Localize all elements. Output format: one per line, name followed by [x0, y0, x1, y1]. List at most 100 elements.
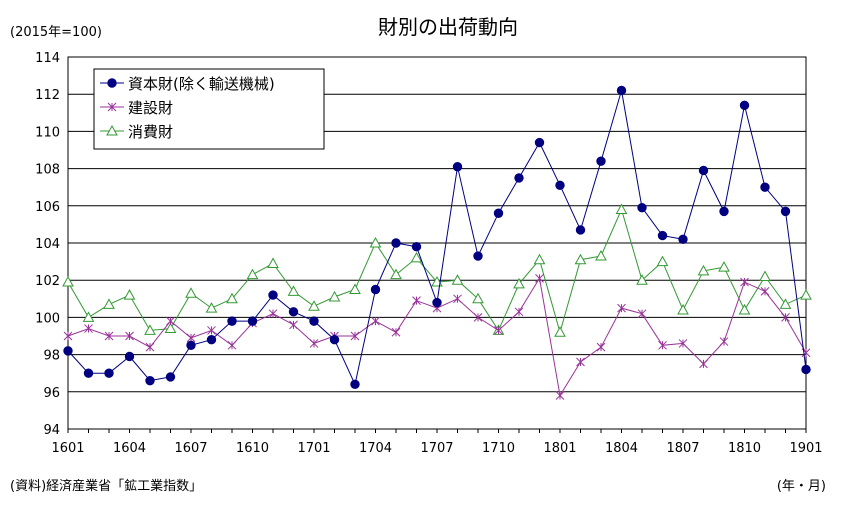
data-point	[370, 284, 381, 295]
data-point	[801, 364, 811, 375]
data-point	[206, 335, 217, 345]
y-tick-label: 110	[35, 125, 60, 140]
y-tick-label: 98	[43, 349, 60, 364]
gridlines	[68, 93, 806, 393]
data-point	[514, 307, 524, 317]
data-point	[738, 303, 751, 315]
data-point	[104, 331, 114, 341]
data-point	[678, 234, 688, 244]
y-tick-label: 94	[43, 423, 60, 438]
data-point	[760, 287, 770, 296]
x-tick-label: 1710	[482, 441, 515, 456]
y-tick-label: 108	[35, 163, 60, 178]
data-point	[309, 339, 319, 348]
data-point	[63, 346, 73, 356]
data-point	[289, 320, 298, 330]
data-point	[165, 372, 176, 382]
series-2	[63, 273, 811, 400]
data-point	[637, 309, 647, 319]
data-point	[699, 359, 708, 369]
x-tick-label: 1601	[51, 441, 84, 456]
y-tick-label: 96	[43, 386, 60, 401]
data-point	[473, 313, 483, 322]
data-point	[452, 162, 463, 172]
data-point	[390, 268, 402, 280]
data-point	[164, 322, 177, 334]
data-point	[145, 375, 155, 386]
data-point	[719, 206, 729, 217]
data-point	[493, 208, 504, 218]
data-point	[350, 379, 360, 390]
data-point	[533, 253, 546, 265]
data-point	[494, 326, 503, 335]
x-tick-label: 1704	[359, 441, 392, 456]
data-point	[513, 277, 525, 289]
series-3	[62, 203, 812, 337]
data-point	[555, 180, 565, 191]
y-tick-label: 102	[35, 274, 60, 289]
data-point	[329, 335, 340, 345]
legend-label: 消費財	[128, 123, 173, 141]
y-tick-label: 106	[35, 200, 60, 215]
data-point	[227, 316, 237, 326]
data-point	[718, 261, 730, 272]
unit-note: (2015年=100)	[10, 25, 102, 40]
data-point	[760, 182, 770, 192]
data-point	[104, 368, 114, 378]
data-point	[412, 296, 421, 306]
data-point	[535, 273, 544, 283]
data-point	[453, 294, 462, 304]
data-point	[267, 257, 279, 268]
data-point	[534, 137, 545, 148]
data-point	[616, 85, 627, 96]
data-point	[697, 264, 710, 276]
data-point	[719, 337, 729, 346]
data-point	[678, 339, 688, 348]
x-tick-label: 1804	[605, 441, 638, 456]
data-point	[82, 311, 95, 322]
series-line	[67, 276, 807, 397]
data-point	[576, 357, 585, 367]
x-tick-label: 1807	[666, 441, 699, 456]
data-point	[759, 270, 771, 281]
legend-box	[93, 68, 325, 150]
data-point	[555, 391, 565, 400]
x-axis-ticks: 1601 1604 1607 1610 1701 1704 1707 1710 1801 1804…	[51, 429, 823, 456]
series-1	[63, 85, 811, 390]
series-layer	[62, 85, 812, 400]
data-point	[186, 340, 196, 350]
data-point	[596, 342, 606, 352]
data-point	[145, 342, 155, 352]
x-tick-label: 1610	[236, 441, 269, 456]
y-tick-label: 100	[35, 311, 60, 326]
data-point	[309, 316, 319, 326]
x-tick-label: 1707	[420, 441, 453, 456]
data-point	[451, 274, 464, 285]
data-point	[328, 290, 341, 302]
chart-title: 財別の出荷動向	[378, 15, 518, 39]
x-axis-label: (年・月)	[777, 479, 826, 494]
y-tick-label: 104	[35, 237, 60, 252]
data-point	[287, 285, 300, 296]
data-point	[268, 309, 278, 319]
data-point	[186, 333, 196, 343]
series-line	[67, 208, 807, 335]
data-point	[371, 316, 380, 326]
data-point	[349, 283, 361, 294]
data-point	[246, 268, 259, 280]
data-point	[62, 276, 74, 287]
data-point	[288, 307, 299, 317]
x-tick-label: 1604	[113, 441, 146, 456]
x-tick-label: 1701	[297, 441, 330, 456]
data-point	[595, 249, 607, 261]
data-point	[63, 331, 73, 341]
legend-label: 建設財	[128, 99, 173, 117]
data-point	[205, 302, 218, 313]
data-point	[596, 156, 606, 166]
data-point	[657, 230, 668, 241]
data-point	[106, 124, 118, 136]
data-point	[83, 368, 94, 378]
data-point	[308, 300, 320, 311]
data-point	[800, 289, 812, 300]
